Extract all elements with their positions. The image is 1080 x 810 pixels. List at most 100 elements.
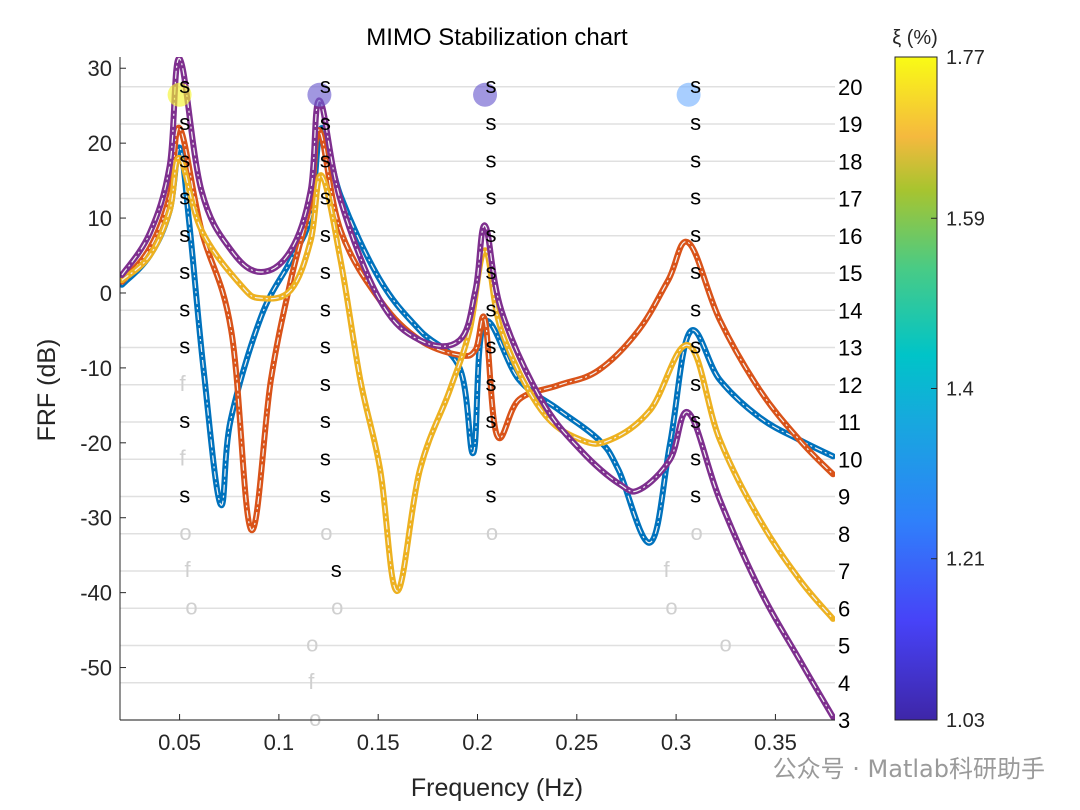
stabilization-marker-o: o [719, 632, 731, 657]
stabilization-marker-s: s [320, 371, 331, 396]
y-tick-label: 20 [88, 131, 112, 156]
stabilization-marker-s: s [690, 483, 701, 508]
y-tick-label: -50 [80, 656, 112, 681]
stabilization-marker-f: f [180, 371, 187, 396]
stabilization-marker-o: o [486, 520, 498, 545]
right-y-tick-label: 19 [838, 112, 862, 137]
right-y-tick-label: 16 [838, 224, 862, 249]
right-y-tick-label: 4 [838, 671, 850, 696]
right-y-tick-label: 6 [838, 596, 850, 621]
stabilization-marker-o: o [185, 594, 197, 619]
stabilization-marker-o: o [309, 706, 321, 731]
right-y-tick-label: 12 [838, 373, 862, 398]
y-tick-label: 10 [88, 206, 112, 231]
right-y-tick-label: 15 [838, 261, 862, 286]
colorbar [894, 56, 938, 721]
stabilization-marker-s: s [179, 110, 190, 135]
x-tick-label: 0.25 [555, 730, 598, 755]
stabilization-marker-f: f [184, 557, 191, 582]
stabilization-marker-s: s [331, 557, 342, 582]
stabilization-marker-s: s [690, 73, 701, 98]
colorbar-label: ξ (%) [892, 27, 938, 49]
stabilization-marker-s: s [486, 371, 497, 396]
stabilization-marker-s: s [320, 73, 331, 98]
stabilization-marker-s: s [690, 296, 701, 321]
stabilization-marker-s: s [320, 222, 331, 247]
stabilization-marker-s: s [179, 408, 190, 433]
stabilization-marker-s: s [486, 185, 497, 210]
identified-poles [167, 82, 701, 107]
stabilization-marker-s: s [320, 483, 331, 508]
right-y-tick-label: 8 [838, 522, 850, 547]
right-y-tick-label: 5 [838, 634, 850, 659]
colorbar-tick-label: 1.59 [946, 208, 985, 230]
x-tick-label: 0.3 [661, 730, 692, 755]
stabilization-marker-s: s [179, 483, 190, 508]
stabilization-marker-o: o [690, 520, 702, 545]
stabilization-marker-s: s [320, 185, 331, 210]
stabilization-marker-f: f [180, 445, 187, 470]
stabilization-marker-s: s [690, 110, 701, 135]
stabilization-marker-s: s [690, 259, 701, 284]
stabilization-marker-o: o [179, 520, 191, 545]
stabilization-marker-s: s [179, 185, 190, 210]
stabilization-marker-s: s [486, 73, 497, 98]
y-tick-label: -20 [80, 431, 112, 456]
stabilization-marker-s: s [179, 147, 190, 172]
x-axis-label: Frequency (Hz) [411, 774, 583, 802]
identified-pole [307, 82, 332, 107]
axes: 30 20 10 0 -10 -20 -30 -40 -50 0.05 0.1 0.15 0.2 0.25… [80, 56, 835, 755]
x-tick-label: 0.35 [754, 730, 797, 755]
frf-series-4-fit [121, 57, 834, 718]
stabilization-marker-o: o [320, 520, 332, 545]
frf-curves [120, 57, 835, 720]
y-axis-label: FRF (dB) [33, 339, 61, 442]
frf-series-2 [120, 124, 835, 533]
identified-pole [167, 82, 192, 107]
stabilization-marker-s: s [486, 296, 497, 321]
stabilization-marker-s: s [486, 445, 497, 470]
stabilization-marker-s: s [690, 408, 701, 433]
stabilization-marker-f: f [664, 557, 671, 582]
stabilization-marker-s: s [486, 334, 497, 359]
stabilization-marker-s: s [486, 147, 497, 172]
stabilization-marker-s: s [179, 259, 190, 284]
right-y-tick-label: 3 [838, 708, 850, 733]
stabilization-marker-s: s [320, 408, 331, 433]
stabilization-marker-s: s [320, 147, 331, 172]
frf-series-1-fit [121, 127, 834, 544]
colorbar-tick-label: 1.77 [946, 47, 985, 69]
right-y-tick-label: 17 [838, 187, 862, 212]
stabilization-marker-o: o [331, 594, 343, 619]
frf-series-3-fit [121, 157, 834, 620]
stabilization-marker-s: s [486, 408, 497, 433]
y-tick-label: -10 [80, 356, 112, 381]
stabilization-marker-s: s [320, 445, 331, 470]
chart-title: MIMO Stabilization chart [366, 24, 628, 51]
stabilization-marker-s: s [179, 73, 190, 98]
stabilization-marker-s: s [179, 222, 190, 247]
y-tick-label: 30 [88, 56, 112, 81]
stabilization-marker-s: s [690, 334, 701, 359]
y-tick-label: 0 [100, 281, 112, 306]
right-y-tick-label: 18 [838, 149, 862, 174]
stabilization-marker-s: s [486, 110, 497, 135]
stabilization-marker-o: o [665, 594, 677, 619]
stabilization-marker-s: s [486, 259, 497, 284]
right-y-tick-label: 10 [838, 447, 862, 472]
y-tick-label: -40 [80, 581, 112, 606]
colorbar-tick-label: 1.4 [946, 379, 974, 401]
stabilization-markers: ssssssssfsfsofossssssssssssosoofosssssss… [179, 73, 731, 731]
colorbar-ticks: 1.77 1.59 1.4 1.21 1.03 [931, 47, 985, 732]
stabilization-marker-o: o [306, 632, 318, 657]
stabilization-marker-f: f [308, 669, 315, 694]
watermark: 公众号 · Matlab科研助手 [773, 755, 1045, 783]
right-y-tick-label: 11 [838, 410, 861, 435]
colorbar-tick-label: 1.21 [946, 549, 985, 571]
right-y-tick-label: 20 [838, 75, 862, 100]
right-y-tick-label: 9 [838, 485, 850, 510]
x-tick-label: 0.1 [264, 730, 295, 755]
x-tick-label: 0.15 [357, 730, 400, 755]
stabilization-marker-s: s [320, 259, 331, 284]
